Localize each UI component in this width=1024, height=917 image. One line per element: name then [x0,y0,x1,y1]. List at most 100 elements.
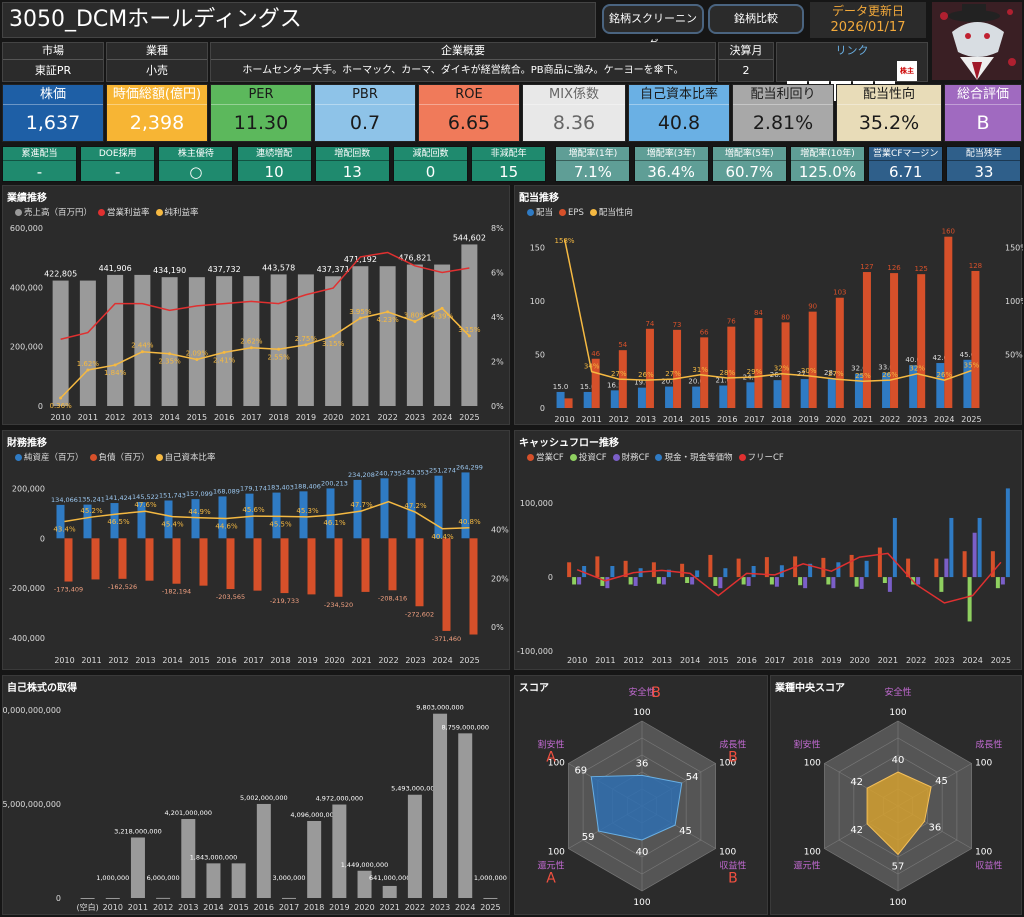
metric-4: 増配回数 13 [314,146,390,182]
eps-bar [727,326,736,408]
dividend-bar [882,372,891,408]
cf-chart: -100,000 0 100,000 2010 2011 2012 2013 2014 2015… [517,488,1011,665]
radar-grade: B [728,871,738,887]
buyback-bar [357,870,372,898]
equity-ratio-label: 47.6% [134,501,157,509]
kpi-value: 2.81% [752,112,814,134]
y-tick: 150 [530,243,545,252]
x-tick: 2015 [708,656,728,665]
kpi-value: 35.2% [858,112,920,134]
equity-ratio-line [64,500,470,530]
eps-bar [645,328,654,408]
x-tick: 2021 [350,413,370,422]
overview-box: 企業概要 ホームセンター大手。ホーマック、カーマ、ダイキが経営統合。PB商品に強… [210,42,716,82]
eps-bar [673,329,682,408]
net-margin-label: 2.41% [213,356,236,364]
kpi-value: 11.30 [233,112,289,134]
dividend-label: 40.0 [905,356,921,364]
investing-cf-bar [628,577,633,585]
kpi-label: 自己資本比率 [629,85,729,105]
y-tick: 400,000 [10,283,43,292]
equity-label: 200,213 [321,479,348,487]
net-margin-label: 2.09% [186,349,209,357]
radar-axis-label: 還元性 [794,860,821,872]
net-margin-label: 3.80% [404,311,427,319]
legend-label: 純利益率 [164,208,199,218]
sales-label: 434,190 [153,266,186,275]
update-label: データ更新日 [831,4,904,18]
net-margin-label: 4.23% [377,316,400,324]
kpi-value: 40.8 [657,112,701,134]
net-margin-point [440,306,444,310]
net-margin-point [358,316,362,320]
legend-label: 負債（百万） [98,453,150,463]
equity-label: 135,241 [78,496,105,504]
y2-tick: 150% [1005,243,1023,252]
investing-cf-bar [995,577,1000,589]
x-tick: 2020 [324,656,344,665]
x-tick: 2016 [254,903,274,912]
x-tick: 2018 [268,413,288,422]
y-tick: 100 [530,297,545,306]
radar-value: 42 [850,777,863,788]
operating-cf-bar [736,558,741,578]
buyback-label: 4,096,000,000 [290,811,338,819]
radar-grade: B [651,685,661,701]
equity-label: 141,424 [105,494,132,502]
radar-axis-label: 安全性 [628,686,655,698]
metric-1: DOE採用 - [80,146,156,182]
legend-swatch [589,209,597,216]
x-tick: 2010 [103,903,123,912]
buyback-label: 5,493,000,000 [391,785,439,793]
dividend-label: 20.0 [688,378,704,386]
y-tick: 50 [535,350,545,359]
x-tick: 2017 [241,413,261,422]
x-tick: 2024 [432,656,452,665]
x-tick: 2019 [799,415,819,424]
buyback-label: 1,843,000,000 [190,853,238,861]
equity-bar [218,496,227,539]
buyback-label: 5,002,000,000 [240,794,288,802]
legend-swatch [738,454,746,461]
metric-label: 増配率(3年) [634,147,708,161]
radar-value: 45 [679,826,692,837]
eps-label: 103 [833,289,846,297]
x-tick: 2022 [906,656,926,665]
dividend-label: 27.0 [797,370,813,378]
eps-label: 66 [700,328,709,336]
x-tick: (空白) [76,902,98,912]
y2-tick: 8% [491,224,504,233]
cash-bar [582,566,587,578]
equity-bar [164,500,173,539]
metric-3: 連続増配 10 [236,146,312,182]
gyoseki-title: 業績推移 [7,193,47,204]
investing-cf-bar [882,577,887,583]
equity-ratio-label: 45.4% [161,521,184,529]
metric-value: 15 [499,163,519,181]
buyback-label: 3,000,000 [272,874,305,882]
sales-label: 437,732 [208,265,241,274]
sales-label: 471,192 [344,255,377,264]
compare-button[interactable]: 銘柄比較 [708,4,804,34]
investing-cf-bar [854,577,859,587]
radar-grade: A [546,871,556,887]
page-title: 3050_DCMホールディングス [2,2,596,38]
sales-bar [134,274,151,406]
x-tick: 2024 [934,415,954,424]
metric-label: 連続増配 [237,147,311,161]
eps-bar [754,318,763,408]
jisha-chart: 0 5,000,000,000 10,000,000,000 (空白) 2010 2011… [3,704,507,912]
liability-label: -173,409 [54,586,83,594]
operating-cf-bar [623,560,628,578]
investing-cf-bar [769,577,774,585]
link-icon-5[interactable]: 株主優待 [897,61,917,95]
screening-button[interactable]: 銘柄スクリーニング [602,4,704,51]
x-tick: 2014 [162,656,182,665]
metric-label: 非減配年 [472,147,546,161]
x-tick: 2017 [279,903,299,912]
kpi-label: MIX係数 [523,85,625,105]
jisha-title: 自己株式の取得 [7,683,77,694]
x-tick: 2013 [652,656,672,665]
liability-bar [361,538,370,592]
legend-label: 現金・現金等価物 [664,453,733,463]
